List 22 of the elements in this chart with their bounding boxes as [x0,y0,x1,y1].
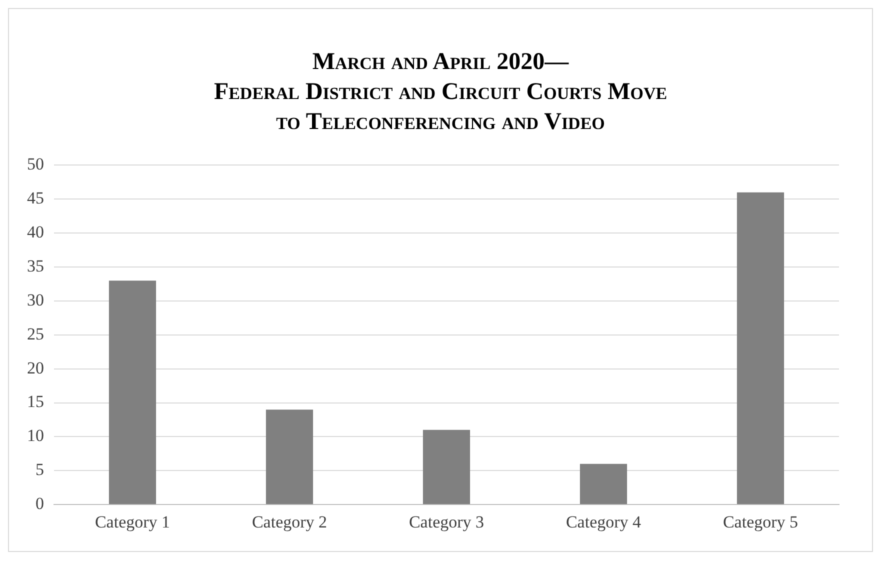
y-tick-label: 35 [27,256,44,276]
y-tick-label: 25 [27,324,44,344]
y-tick-label: 45 [27,188,44,208]
y-tick-label: 40 [27,222,44,242]
x-tick-label: Category 5 [722,512,798,532]
y-tick-label: 10 [27,426,44,446]
y-tick-label: 30 [27,290,44,310]
y-tick-label: 50 [27,154,44,174]
x-tick-label: Category 1 [94,512,170,532]
x-tick-label: Category 4 [566,512,642,532]
bar [422,430,470,504]
bar [266,410,314,504]
y-tick-label: 5 [36,460,44,480]
bar [580,464,628,504]
y-tick-label: 15 [27,392,44,412]
chart-title: March and April 2020— Federal District and Circuit Courts Move to Teleconferencing and Video [212,48,668,137]
x-tick-label: Category 3 [408,512,484,532]
bar [736,192,784,504]
bar [108,280,156,504]
y-tick-label: 20 [27,358,44,378]
y-tick-label: 0 [36,494,44,514]
x-tick-label: Category 2 [252,512,328,532]
